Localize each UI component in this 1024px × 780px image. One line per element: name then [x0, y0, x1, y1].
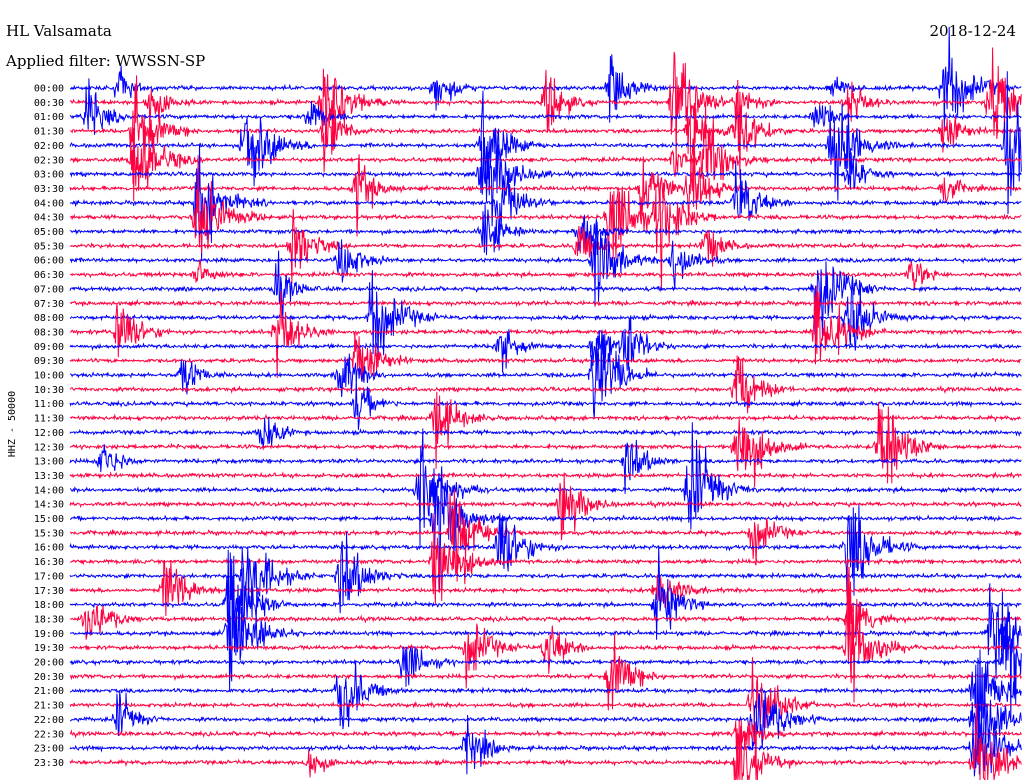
trace-row-0630	[69, 259, 1022, 291]
row-time-label: 13:30	[34, 471, 64, 482]
row-time-label: 12:30	[34, 442, 64, 453]
row-time-label: 06:00	[34, 256, 64, 267]
trace-row-1400	[69, 422, 1022, 546]
row-time-label: 03:30	[34, 184, 64, 195]
trace-row-0600	[69, 218, 1022, 307]
trace-row-1030	[69, 355, 1022, 414]
row-time-label: 09:00	[34, 342, 64, 353]
trace-row-1200	[69, 416, 1022, 448]
row-time-label: 20:30	[34, 672, 64, 683]
row-time-label: 05:00	[34, 227, 64, 238]
trace-row-2000	[69, 617, 1022, 723]
row-time-label: 22:00	[34, 715, 64, 726]
trace-row-0300	[69, 140, 1022, 227]
row-time-label: 14:00	[34, 485, 64, 496]
trace-row-1330	[69, 471, 1022, 480]
row-time-label: 14:30	[34, 500, 64, 511]
row-time-label: 08:30	[34, 327, 64, 338]
row-time-label: 11:00	[34, 399, 64, 410]
row-time-label: 23:30	[34, 758, 64, 769]
trace-row-2330	[69, 702, 1022, 780]
row-time-label: 07:30	[34, 299, 64, 310]
trace-row-0700	[69, 250, 1022, 341]
row-time-label: 03:00	[34, 170, 64, 181]
trace-row-0800	[69, 270, 1022, 361]
trace-row-1000	[69, 333, 1022, 419]
trace-row-0330	[69, 143, 1022, 237]
row-time-label: 05:30	[34, 241, 64, 252]
trace-row-0400	[69, 144, 1022, 261]
date-label: 2018-12-24	[930, 22, 1016, 40]
row-time-label: 04:00	[34, 198, 64, 209]
row-time-label: 02:00	[34, 141, 64, 152]
trace-row-2230	[69, 720, 1022, 760]
trace-row-1230	[69, 402, 1022, 488]
row-time-label: 01:30	[34, 127, 64, 138]
trace-row-1100	[69, 377, 1022, 430]
trace-row-0530	[69, 209, 1022, 284]
row-time-label: 12:00	[34, 428, 64, 439]
trace-row-0200	[69, 71, 1022, 215]
row-time-label: 18:00	[34, 600, 64, 611]
station-title: HL Valsamata	[6, 22, 112, 40]
trace-row-2030	[69, 633, 1022, 711]
row-time-label: 10:30	[34, 385, 64, 396]
row-time-label: 20:00	[34, 658, 64, 669]
trace-row-2300	[69, 701, 1022, 777]
row-time-label: 13:00	[34, 457, 64, 468]
row-time-label: 00:30	[34, 98, 64, 109]
trace-row-0900	[69, 315, 1022, 373]
row-time-label: 00:00	[34, 84, 64, 95]
row-time-label: 04:30	[34, 213, 64, 224]
trace-row-0930	[69, 331, 1022, 381]
row-time-label: 16:30	[34, 557, 64, 568]
trace-row-1530	[69, 488, 1022, 582]
trace-group	[69, 26, 1022, 780]
filter-label: Applied filter: WWSSN-SP	[5, 52, 205, 70]
row-time-label: 07:00	[34, 284, 64, 295]
row-time-label: 17:00	[34, 571, 64, 582]
row-time-label: 17:30	[34, 586, 64, 597]
row-time-label: 19:30	[34, 643, 64, 654]
row-time-label: 08:00	[34, 313, 64, 324]
trace-row-1130	[69, 391, 1022, 469]
trace-row-1800	[69, 545, 1022, 661]
row-time-label: 15:30	[34, 528, 64, 539]
row-time-label: 10:00	[34, 371, 64, 382]
row-time-label: 09:30	[34, 356, 64, 367]
row-time-label: 02:30	[34, 155, 64, 166]
row-time-label: 21:00	[34, 686, 64, 697]
trace-row-1430	[69, 472, 1022, 541]
trace-row-0130	[69, 75, 1022, 202]
y-axis-label: HHZ - 50000	[7, 391, 18, 457]
trace-row-1930	[69, 591, 1022, 703]
trace-row-1500	[70, 466, 1022, 590]
row-time-labels: 00:00 00:30 01:00 01:30 02:00 02:30 03:00 03:30…	[34, 84, 64, 769]
row-time-label: 01:00	[34, 112, 64, 123]
row-time-label: 16:00	[34, 543, 64, 554]
row-time-label: 06:30	[34, 270, 64, 281]
trace-row-2130	[69, 657, 1022, 780]
row-time-label: 22:30	[34, 729, 64, 740]
row-time-label: 21:30	[34, 701, 64, 712]
trace-row-0230	[69, 101, 1022, 191]
trace-row-1300	[69, 439, 1022, 494]
row-time-label: 15:00	[34, 514, 64, 525]
trace-row-0500	[69, 202, 1022, 256]
trace-row-2200	[70, 657, 1022, 769]
trace-row-0730	[69, 298, 1022, 308]
row-time-label: 18:30	[34, 614, 64, 625]
trace-row-0030	[69, 47, 1022, 166]
trace-row-0430	[69, 155, 1022, 291]
row-time-label: 19:00	[34, 629, 64, 640]
row-time-label: 11:30	[34, 414, 64, 425]
trace-row-0100	[69, 78, 1022, 135]
row-time-label: 23:00	[34, 744, 64, 755]
trace-row-1600	[69, 504, 1022, 598]
trace-row-0830	[70, 285, 1022, 379]
trace-row-2100	[69, 649, 1022, 736]
